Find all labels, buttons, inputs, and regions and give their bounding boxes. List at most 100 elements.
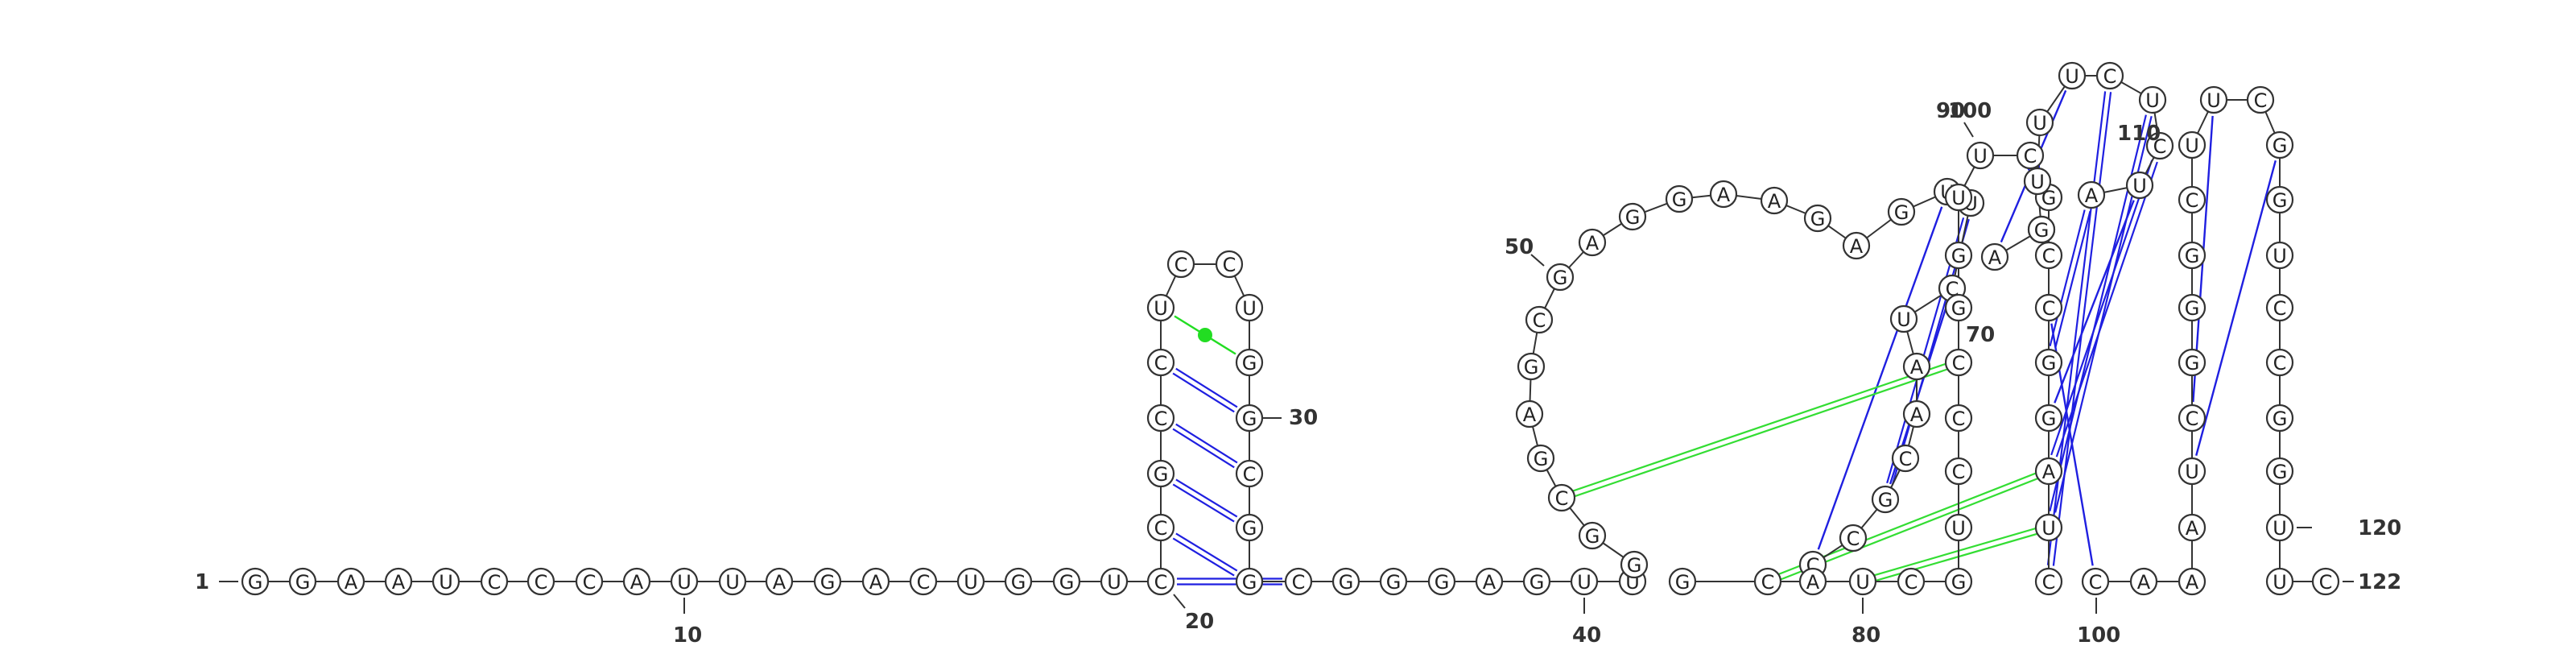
pseudoknot-pair-line xyxy=(1560,358,1959,496)
label-1: 1 xyxy=(195,570,209,594)
nucleotide: C xyxy=(1146,513,1175,542)
nucleotide-letter: A xyxy=(1806,571,1820,594)
nucleotide: U xyxy=(1848,567,1877,596)
nucleotide-circle xyxy=(2178,404,2207,433)
nucleotide-letter: A xyxy=(2186,571,2199,594)
nucleotide-circle xyxy=(1902,352,1931,381)
noncanonical-pair-marker xyxy=(1198,328,1212,342)
nucleotide-letter: G xyxy=(1553,267,1568,289)
nucleotide-letter: C xyxy=(2319,571,2333,594)
nucleotide-circle xyxy=(1578,521,1607,550)
base-pair-line xyxy=(1172,537,1235,577)
label-40: 40 xyxy=(1572,623,1601,648)
nucleotide: U xyxy=(1944,513,1973,542)
nucleotide-circle xyxy=(1331,567,1360,596)
nucleotide: G xyxy=(1517,352,1546,381)
nucleotide-letter: A xyxy=(1850,235,1864,258)
nucleotide-circle xyxy=(1980,242,2009,271)
nucleotide-circle xyxy=(2178,513,2207,542)
nucleotide-letter: G xyxy=(2273,135,2288,157)
nucleotide-letter: G xyxy=(1242,408,1257,430)
nucleotide-letter: C xyxy=(1223,254,1236,276)
nucleotide-letter: U xyxy=(2030,171,2045,193)
nucleotide-letter: C xyxy=(2042,297,2056,320)
nucleotide-letter: U xyxy=(2185,461,2199,483)
nucleotide: A xyxy=(1760,186,1789,215)
nucleotide-letter: C xyxy=(2042,245,2056,267)
nucleotide-letter: U xyxy=(2065,65,2079,88)
nucleotide-circle xyxy=(2058,61,2087,90)
nucleotide-circle xyxy=(2034,348,2063,377)
nucleotide-circle xyxy=(1517,352,1546,381)
nucleotide-letter: G xyxy=(1154,463,1169,486)
nucleotide-letter: G xyxy=(2185,352,2200,375)
nucleotide-circle xyxy=(1235,348,1264,377)
nucleotide-circle xyxy=(2034,513,2063,542)
base-pair-line xyxy=(2195,160,2277,456)
nucleotide: G xyxy=(1944,241,1973,270)
nucleotide-circle xyxy=(2178,293,2207,322)
nucleotide: C xyxy=(1944,404,1973,433)
nucleotide-circle xyxy=(2178,130,2207,159)
nucleotide-letter: G xyxy=(1625,206,1641,229)
nucleotide-circle xyxy=(1526,444,1555,473)
nucleotide-letter: A xyxy=(2042,461,2056,483)
nucleotide-circle xyxy=(1897,567,1926,596)
nucleotide-circle xyxy=(1620,550,1649,579)
nucleotide: U xyxy=(1235,293,1264,322)
nucleotide-circle xyxy=(1100,567,1129,596)
nucleotide-letter: U xyxy=(2041,517,2056,540)
nucleotide-letter: C xyxy=(1952,408,1966,430)
nucleotide-letter: C xyxy=(1905,571,1918,594)
nucleotide-letter: G xyxy=(1242,352,1257,375)
nucleotide: G xyxy=(2178,241,2207,270)
nucleotide: C xyxy=(2311,567,2340,596)
base-pair-line xyxy=(2050,159,2153,456)
label-10: 10 xyxy=(673,623,702,648)
nucleotide-letter: U xyxy=(1856,571,1870,594)
nucleotide-circle xyxy=(1944,293,1973,322)
nucleotide-letter: C xyxy=(1952,352,1966,375)
nucleotide: U xyxy=(2034,513,2063,542)
nucleotide-circle xyxy=(1235,513,1264,542)
nucleotide: A xyxy=(861,567,890,596)
nucleotide: G xyxy=(1331,567,1360,596)
nucleotide-circle xyxy=(2265,513,2294,542)
nucleotide-circle xyxy=(1798,567,1827,596)
nucleotide-letter: A xyxy=(1717,184,1731,206)
nucleotide: C xyxy=(2145,131,2174,160)
nucleotide: G xyxy=(2034,404,2063,433)
nucleotide-circle xyxy=(2034,404,2063,433)
nucleotide-circle xyxy=(670,567,699,596)
nucleotide: G xyxy=(1665,184,1694,213)
label-100: 100 xyxy=(2077,623,2120,648)
nucleotide-letter: G xyxy=(1339,571,1354,594)
nucleotide-circle xyxy=(1871,485,1900,514)
nucleotide-circle xyxy=(1944,513,1973,542)
nucleotide: G xyxy=(1379,567,1408,596)
nucleotide-letter: C xyxy=(2089,571,2103,594)
nucleotide-letter: G xyxy=(2041,408,2057,430)
nucleotide-circle xyxy=(2034,293,2063,322)
nucleotide-letter: G xyxy=(1242,517,1257,540)
base-pair-lines xyxy=(1172,89,2277,586)
nucleotide-circle xyxy=(1515,399,1544,428)
nucleotide: G xyxy=(288,567,317,596)
nucleotide-circle xyxy=(861,567,890,596)
nucleotide-circle xyxy=(526,567,555,596)
nucleotide: A xyxy=(2178,567,2207,596)
base-pair-line xyxy=(1172,372,1235,413)
nucleotide-circle xyxy=(1966,141,1995,170)
nucleotide-letter: A xyxy=(1910,356,1924,379)
nucleotide-circle xyxy=(288,567,317,596)
nucleotide-letter: C xyxy=(2024,145,2037,168)
nucleotide: C xyxy=(2265,293,2294,322)
nucleotide: C xyxy=(2178,185,2207,214)
nucleotide: C xyxy=(1146,567,1175,596)
nucleotide-letter: A xyxy=(1523,404,1537,426)
base-pair-line xyxy=(1175,478,1238,518)
nucleotide: G xyxy=(1235,567,1264,596)
label-20: 20 xyxy=(1185,610,1214,634)
position-tick xyxy=(1173,594,1186,609)
